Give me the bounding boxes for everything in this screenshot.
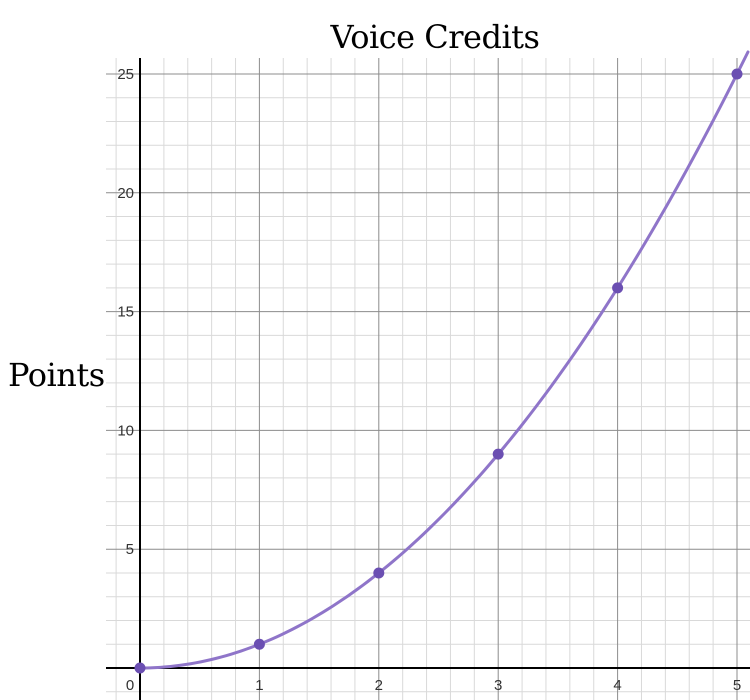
y-axis-title: Points <box>8 356 105 394</box>
x-tick-label: 5 <box>733 677 741 694</box>
major-gridlines <box>106 58 750 700</box>
chart-title: Voice Credits <box>330 18 540 56</box>
data-point <box>492 448 504 460</box>
x-tick-label: 3 <box>494 677 502 694</box>
data-point <box>134 662 146 674</box>
series-line <box>138 50 750 670</box>
y-tick-label: 5 <box>126 541 134 558</box>
data-point <box>612 282 624 294</box>
x-tick-label: 1 <box>255 677 263 694</box>
data-point <box>731 68 743 80</box>
minor-gridlines <box>106 58 750 700</box>
y-tick-label: 20 <box>117 185 134 202</box>
axes <box>106 58 750 700</box>
x-tick-label: 4 <box>613 677 621 694</box>
series-curve <box>138 50 750 670</box>
series-points <box>134 68 743 674</box>
data-point <box>373 567 385 579</box>
y-tick-label: 25 <box>117 66 134 83</box>
y-tick-label: 15 <box>117 304 134 321</box>
data-point <box>253 638 265 650</box>
tick-labels: 0 1 2 3 4 5 5 10 15 20 25 <box>117 66 741 694</box>
y-tick-label: 10 <box>117 422 134 439</box>
x-tick-label: 2 <box>375 677 383 694</box>
x-tick-label: 0 <box>126 677 134 694</box>
